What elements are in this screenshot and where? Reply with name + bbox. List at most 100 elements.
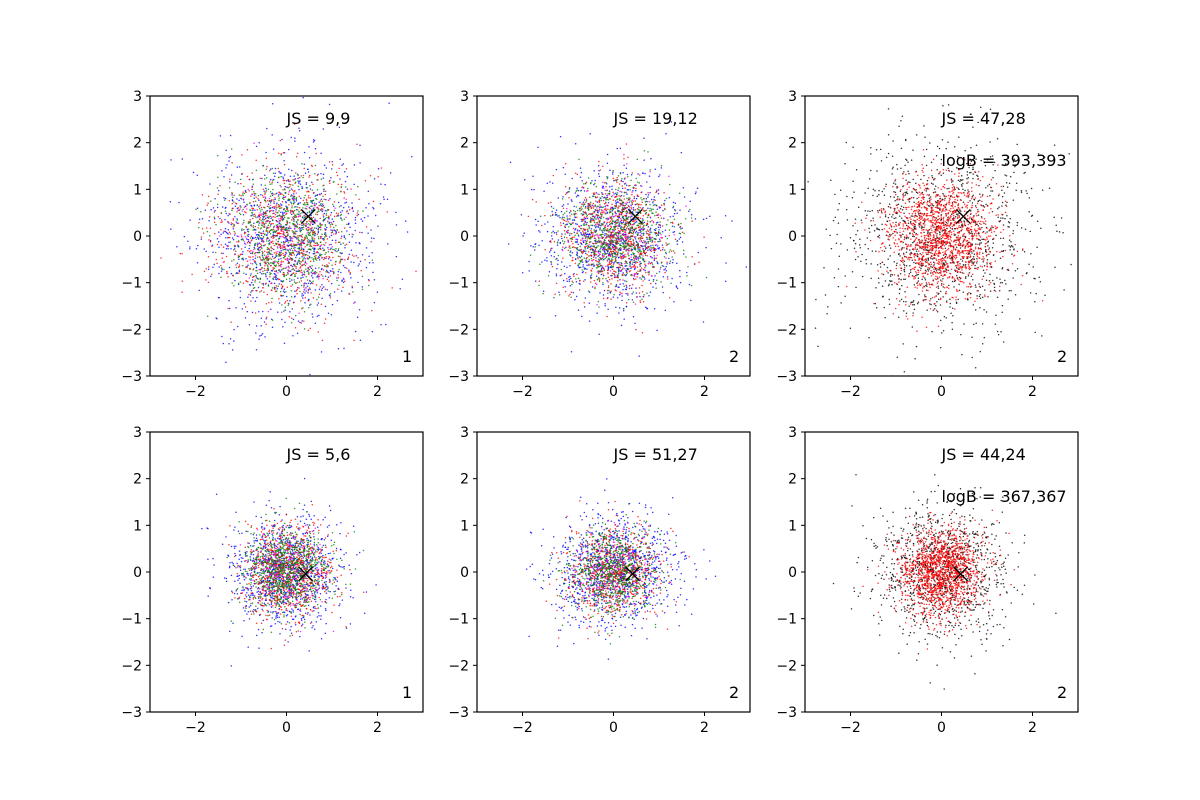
data-point (328, 161, 331, 163)
data-point (687, 266, 689, 268)
data-point (632, 220, 635, 223)
data-point (582, 220, 584, 222)
data-point (368, 261, 371, 264)
data-point (588, 263, 590, 265)
data-point (231, 161, 233, 164)
data-point (307, 254, 309, 257)
data-point (336, 250, 338, 253)
data-point (616, 181, 618, 183)
data-point (293, 269, 295, 271)
data-point (322, 286, 325, 288)
data-point (260, 268, 262, 270)
data-point (620, 219, 623, 222)
data-point (627, 189, 630, 191)
data-point (625, 184, 628, 187)
data-point (668, 229, 671, 231)
data-point (354, 216, 357, 219)
data-point (623, 164, 625, 166)
data-point (270, 217, 272, 220)
data-point (554, 211, 557, 214)
data-point (589, 205, 592, 207)
data-point (612, 199, 615, 201)
data-point (285, 224, 287, 226)
data-point (576, 187, 578, 190)
data-point (631, 232, 633, 234)
data-point (595, 257, 597, 259)
data-point (669, 260, 672, 262)
data-point (304, 236, 306, 239)
data-point (647, 249, 649, 252)
data-point (332, 272, 335, 275)
data-point (281, 197, 284, 200)
data-point (325, 198, 327, 201)
data-point (287, 179, 289, 182)
data-point (304, 254, 306, 256)
data-point (306, 211, 309, 214)
data-point (623, 208, 626, 211)
data-point (628, 197, 630, 199)
data-point (293, 243, 295, 245)
data-point (608, 239, 610, 242)
data-point (550, 235, 553, 237)
data-point (595, 191, 598, 194)
data-point (260, 184, 263, 186)
data-point (256, 245, 259, 247)
data-point (275, 290, 278, 292)
data-point (291, 273, 293, 275)
data-point (266, 210, 269, 212)
data-point (648, 272, 650, 274)
data-point (623, 240, 625, 242)
data-point (612, 169, 614, 172)
data-point (601, 193, 604, 195)
data-point (265, 190, 267, 193)
data-point (313, 244, 315, 247)
data-point (271, 181, 274, 183)
data-point (315, 220, 318, 222)
data-point (589, 203, 591, 206)
data-point (270, 192, 273, 195)
data-point (590, 277, 593, 279)
data-point (297, 177, 299, 180)
data-point (254, 312, 257, 314)
data-point (238, 270, 241, 273)
data-point (679, 281, 682, 284)
data-point (354, 301, 356, 303)
data-point (270, 249, 273, 252)
data-point (251, 236, 254, 239)
data-point (242, 251, 244, 253)
data-point (356, 214, 358, 217)
data-point (287, 217, 289, 219)
data-point (298, 188, 300, 191)
data-point (274, 216, 276, 219)
data-point (252, 207, 255, 210)
data-point (610, 258, 613, 260)
data-point (216, 243, 219, 246)
data-point (584, 182, 587, 185)
data-point (580, 171, 583, 174)
data-point (645, 209, 648, 211)
data-point (340, 183, 343, 186)
data-point (264, 199, 266, 202)
data-point (241, 258, 243, 260)
data-point (275, 211, 277, 213)
data-point (573, 236, 575, 238)
data-point (307, 222, 310, 225)
data-point (642, 226, 644, 229)
data-point (283, 243, 286, 246)
data-point (547, 274, 550, 277)
data-point (248, 293, 250, 296)
data-point (291, 229, 294, 232)
data-point (371, 309, 373, 312)
data-point (311, 201, 313, 203)
data-point (668, 196, 671, 199)
data-point (625, 143, 628, 145)
data-point (231, 260, 233, 262)
data-point (312, 233, 315, 236)
data-point (641, 298, 643, 301)
data-point (634, 228, 637, 230)
data-point (289, 237, 291, 240)
data-point (582, 264, 584, 266)
data-point (287, 186, 290, 189)
data-point (580, 251, 583, 253)
data-point (568, 278, 571, 281)
